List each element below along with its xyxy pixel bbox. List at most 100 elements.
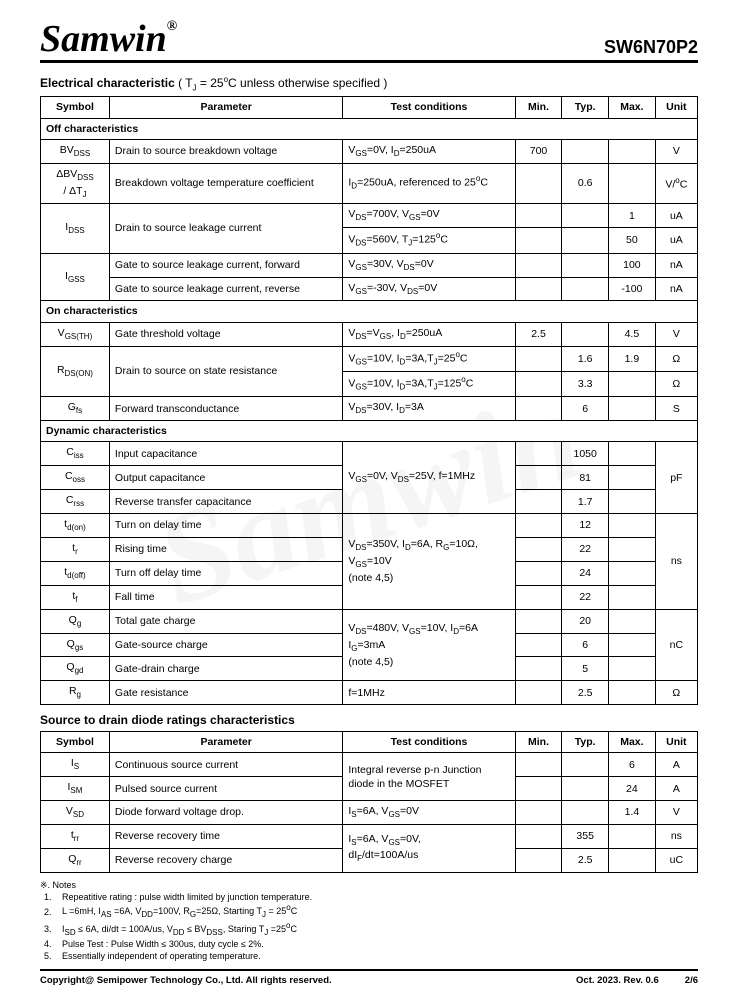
col-max: Max.: [609, 97, 656, 118]
footer: Copyright@ Semipower Technology Co., Ltd…: [40, 969, 698, 986]
min-bvdss: 700: [515, 139, 562, 163]
max-rdson1: 1.9: [609, 346, 656, 371]
sym-ism: ISM: [41, 777, 110, 801]
sym-crss: Crss: [41, 490, 110, 514]
typ-qrr: 2.5: [562, 848, 609, 872]
cond-sw: VDS=350V, ID=6A, RG=10Ω,VGS=10V(note 4,5…: [343, 514, 515, 610]
group-off: Off characteristics: [41, 118, 698, 139]
max-ism: 24: [609, 777, 656, 801]
note-num-2: 2.: [40, 903, 62, 921]
row-is: IS Continuous source current Integral re…: [41, 753, 698, 777]
cond-rdson1: VGS=10V, ID=3A,TJ=25oC: [343, 346, 515, 371]
note-5: Essentially independent of operating tem…: [62, 950, 698, 962]
param-tr: Rising time: [109, 537, 342, 561]
cond-diode: Integral reverse p-n Junction diode in t…: [343, 753, 515, 801]
col-symbol: Symbol: [41, 97, 110, 118]
unit-trr: ns: [655, 825, 697, 849]
row-rg: Rg Gate resistance f=1MHz 2.5 Ω: [41, 681, 698, 705]
diode-table: Symbol Parameter Test conditions Min. Ty…: [40, 731, 698, 873]
group-dyn: Dynamic characteristics: [41, 421, 698, 442]
row-igss2: Gate to source leakage current, reverse …: [41, 277, 698, 301]
cond-gfs: VDS=30V, ID=3A: [343, 397, 515, 421]
brand-text: Samwin: [40, 18, 167, 60]
max-vgsth: 4.5: [609, 322, 656, 346]
reg-mark: ®: [167, 19, 177, 34]
typ-rdson2: 3.3: [562, 371, 609, 396]
section1-title: Electrical characteristic ( TJ = 25oC un…: [40, 75, 698, 92]
param-tdon: Turn on delay time: [109, 514, 342, 538]
param-tdoff: Turn off delay time: [109, 561, 342, 585]
notes: ※. Notes 1.Repeatitive rating : pulse wi…: [40, 879, 698, 963]
typ-tdoff: 24: [562, 561, 609, 585]
unit-rdson2: Ω: [655, 371, 697, 396]
param-tf: Fall time: [109, 585, 342, 609]
section2-title: Source to drain diode ratings characteri…: [40, 713, 698, 727]
section1-cond: ( TJ = 25oC unless otherwise specified ): [175, 76, 388, 90]
typ-ciss: 1050: [562, 442, 609, 466]
typ-crss: 1.7: [562, 490, 609, 514]
cond-rr: IS=6A, VGS=0V,dIF/dt=100A/us: [343, 825, 515, 873]
row-qg: Qg Total gate charge VDS=480V, VGS=10V, …: [41, 609, 698, 633]
typ-qgs: 6: [562, 633, 609, 657]
typ-tr: 22: [562, 537, 609, 561]
section1-title-text: Electrical characteristic: [40, 76, 175, 90]
row-bvdss: BVDSS Drain to source breakdown voltage …: [41, 139, 698, 163]
max-idss2: 50: [609, 228, 656, 253]
param-qgs: Gate-source charge: [109, 633, 342, 657]
typ-qgd: 5: [562, 657, 609, 681]
unit-rdson1: Ω: [655, 346, 697, 371]
sym-gfs: Gfs: [41, 397, 110, 421]
param-rg: Gate resistance: [109, 681, 342, 705]
cond-rg: f=1MHz: [343, 681, 515, 705]
col-typ: Typ.: [562, 97, 609, 118]
elec-char-table: Symbol Parameter Test conditions Min. Ty…: [40, 96, 698, 705]
sym-qg: Qg: [41, 609, 110, 633]
param-ciss: Input capacitance: [109, 442, 342, 466]
row-rdson1: RDS(ON) Drain to source on state resista…: [41, 346, 698, 371]
unit-ism: A: [655, 777, 697, 801]
footer-date: Oct. 2023. Rev. 0.6: [576, 975, 659, 986]
typ-gfs: 6: [562, 397, 609, 421]
param-qrr: Reverse recovery charge: [109, 848, 342, 872]
unit-sw: ns: [655, 514, 697, 610]
part-number: SW6N70P2: [604, 37, 698, 58]
cond-vsd: IS=6A, VGS=0V: [343, 801, 515, 825]
param-rdson: Drain to source on state resistance: [109, 346, 342, 397]
note-num-4: 4.: [40, 938, 62, 950]
sym-qgd: Qgd: [41, 657, 110, 681]
note-2: L =6mH, IAS =6A, VDD=100V, RG=25Ω, Start…: [62, 903, 698, 921]
sym-qgs: Qgs: [41, 633, 110, 657]
max-igss1: 100: [609, 253, 656, 277]
sym-igss: IGSS: [41, 253, 110, 301]
col2-unit: Unit: [655, 732, 697, 753]
col2-max: Max.: [609, 732, 656, 753]
row-igss1: IGSS Gate to source leakage current, for…: [41, 253, 698, 277]
sym-rg: Rg: [41, 681, 110, 705]
row-tdon: td(on) Turn on delay time VDS=350V, ID=6…: [41, 514, 698, 538]
param-vsd: Diode forward voltage drop.: [109, 801, 342, 825]
footer-page: 2/6: [685, 975, 698, 986]
sym-idss: IDSS: [41, 204, 110, 253]
param-gfs: Forward transconductance: [109, 397, 342, 421]
row-gfs: Gfs Forward transconductance VDS=30V, ID…: [41, 397, 698, 421]
row-vsd: VSD Diode forward voltage drop. IS=6A, V…: [41, 801, 698, 825]
row-trr: trr Reverse recovery time IS=6A, VGS=0V,…: [41, 825, 698, 849]
typ-tdon: 12: [562, 514, 609, 538]
unit-idss1: uA: [655, 204, 697, 228]
sym-vgsth: VGS(TH): [41, 322, 110, 346]
note-num-5: 5.: [40, 950, 62, 962]
sym-trr: trr: [41, 825, 110, 849]
footer-copyright: Copyright@ Semipower Technology Co., Ltd…: [40, 975, 332, 986]
unit-igss2: nA: [655, 277, 697, 301]
note-1: Repeatitive rating : pulse width limited…: [62, 891, 698, 903]
typ-rdson1: 1.6: [562, 346, 609, 371]
cond-q: VDS=480V, VGS=10V, ID=6AIG=3mA(note 4,5): [343, 609, 515, 681]
col-cond: Test conditions: [343, 97, 515, 118]
max-vsd: 1.4: [609, 801, 656, 825]
param-igss1: Gate to source leakage current, forward: [109, 253, 342, 277]
sym-is: IS: [41, 753, 110, 777]
col2-cond: Test conditions: [343, 732, 515, 753]
sym-dbvdss: ΔBVDSS/ ΔTJ: [41, 163, 110, 204]
cond-igss1: VGS=30V, VDS=0V: [343, 253, 515, 277]
param-trr: Reverse recovery time: [109, 825, 342, 849]
